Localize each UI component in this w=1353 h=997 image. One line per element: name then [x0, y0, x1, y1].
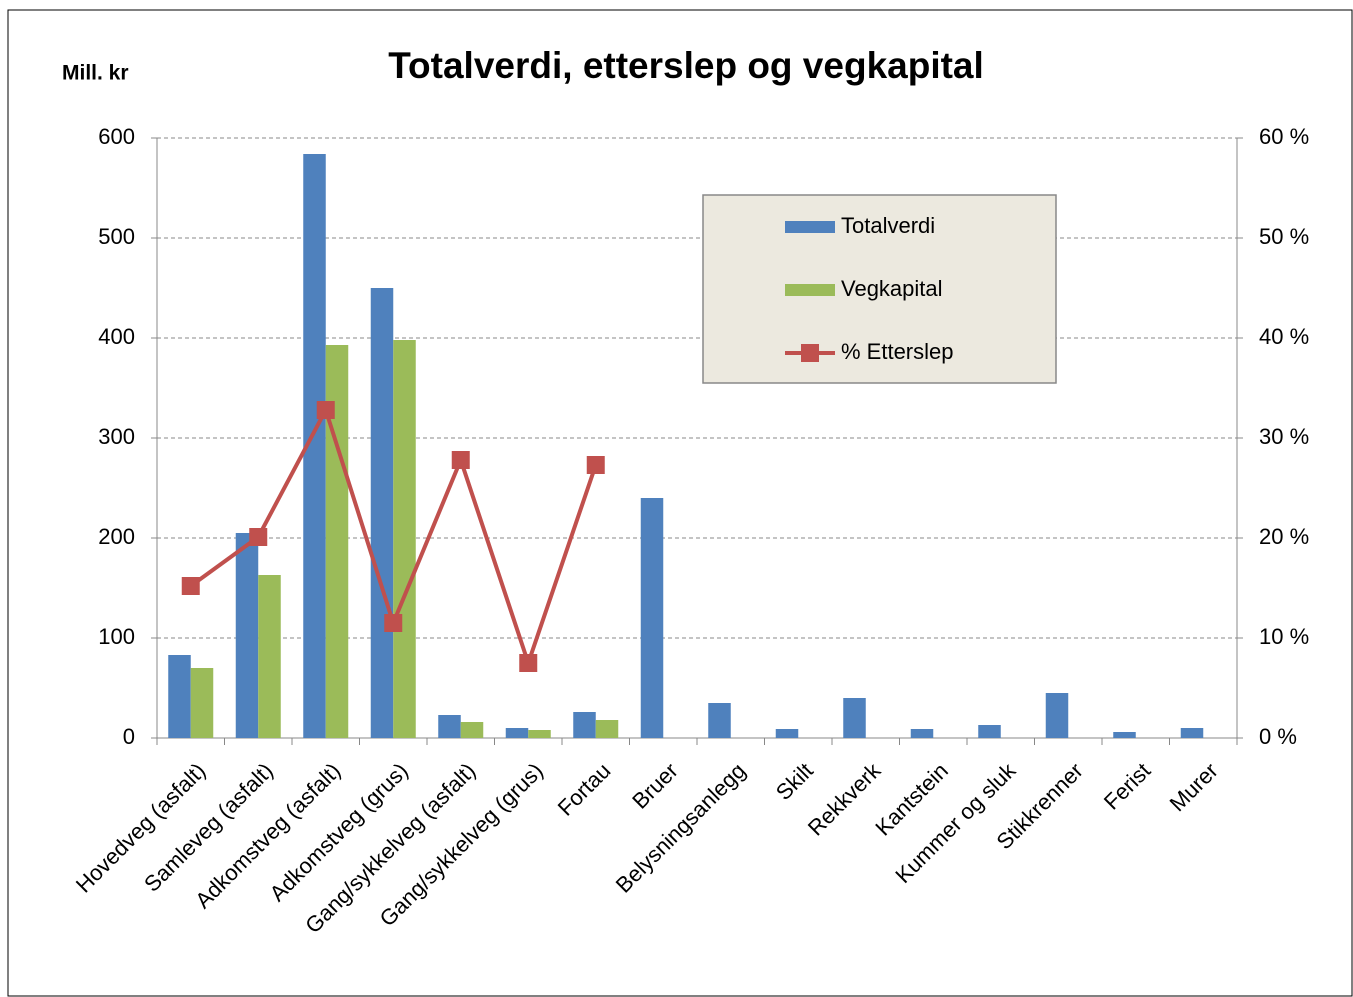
- y-axis-label: Mill. kr: [62, 62, 129, 85]
- line-marker: [181, 577, 200, 595]
- bar: [573, 712, 596, 738]
- bar: [843, 698, 866, 738]
- y2-tick-label: 20 %: [1259, 524, 1309, 549]
- y-tick-label: 600: [98, 124, 135, 149]
- bar: [708, 703, 731, 738]
- bar: [190, 668, 214, 738]
- y-tick-label: 400: [98, 324, 135, 349]
- legend-box: [702, 194, 1057, 384]
- bar: [258, 575, 281, 738]
- bar: [595, 720, 619, 738]
- legend-swatch: [801, 344, 819, 362]
- bar: [1113, 732, 1136, 738]
- bar: [978, 725, 1001, 738]
- bar: [910, 729, 934, 738]
- bar: [1180, 728, 1204, 738]
- bar: [460, 722, 484, 738]
- bar: [235, 533, 259, 738]
- line-marker: [519, 654, 538, 672]
- y2-tick-label: 60 %: [1259, 124, 1309, 149]
- y-tick-label: 100: [98, 624, 135, 649]
- y-tick-label: 200: [98, 524, 135, 549]
- bar: [168, 655, 191, 738]
- y2-tick-label: 0 %: [1259, 724, 1297, 749]
- y2-tick-label: 50 %: [1259, 224, 1309, 249]
- legend-label: Vegkapital: [841, 276, 943, 301]
- chart-frame: [7, 9, 1353, 997]
- legend-label: % Etterslep: [841, 339, 954, 364]
- y-tick-label: 300: [98, 424, 135, 449]
- y-tick-label: 500: [98, 224, 135, 249]
- bar: [775, 729, 799, 738]
- bar: [393, 340, 416, 738]
- line-marker: [451, 451, 470, 469]
- legend-swatch: [785, 221, 835, 233]
- chart-title: Totalverdi, etterslep og vegkapital: [388, 45, 984, 86]
- legend-swatch: [785, 284, 835, 296]
- bar: [528, 730, 551, 738]
- line-marker: [384, 614, 403, 632]
- bar: [505, 728, 529, 738]
- bar: [1045, 693, 1069, 738]
- bar: [303, 154, 326, 738]
- bar: [325, 345, 349, 738]
- line-marker: [586, 456, 605, 474]
- y-tick-label: 0: [123, 724, 135, 749]
- bar: [640, 498, 664, 738]
- line-marker: [316, 401, 335, 419]
- legend-label: Totalverdi: [841, 213, 935, 238]
- bar: [370, 288, 394, 738]
- y2-tick-label: 40 %: [1259, 324, 1309, 349]
- y2-tick-label: 10 %: [1259, 624, 1309, 649]
- line-marker: [249, 528, 268, 546]
- bar: [438, 715, 461, 738]
- y2-tick-label: 30 %: [1259, 424, 1309, 449]
